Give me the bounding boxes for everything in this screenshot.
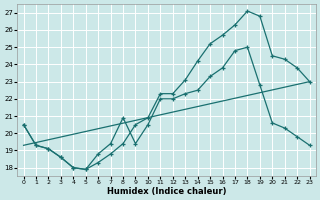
X-axis label: Humidex (Indice chaleur): Humidex (Indice chaleur): [107, 187, 226, 196]
